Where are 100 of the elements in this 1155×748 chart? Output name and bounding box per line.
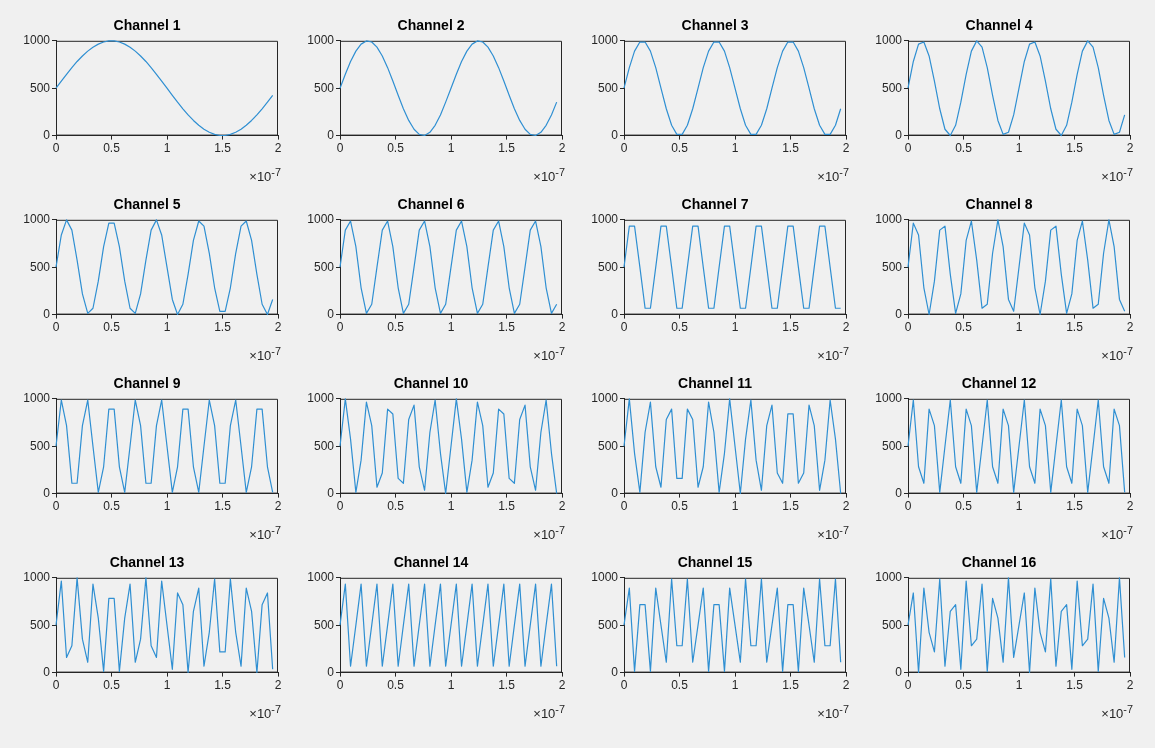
- x-tick-label: 2: [558, 678, 566, 693]
- x-tick-label: 0.5: [103, 320, 121, 335]
- x-tick-label: 1: [731, 678, 739, 693]
- x-axis-title: ×10$^{-7}$: [533, 345, 565, 364]
- chart-title: Channel 13: [109, 554, 185, 571]
- x-tick-label: 2: [274, 499, 282, 514]
- x-tick-label: 2: [274, 678, 282, 693]
- x-tick-label: 0.5: [103, 678, 121, 693]
- x-tick-label: 1: [163, 320, 171, 335]
- y-tick-label: 500: [881, 438, 903, 453]
- chart-title: Channel 14: [393, 554, 469, 571]
- x-axis-title: ×10$^{-7}$: [533, 703, 565, 722]
- chart-title: Channel 11: [678, 375, 753, 392]
- chart-title: Channel 4: [965, 17, 1033, 34]
- x-tick-label: 1.5: [498, 678, 516, 693]
- x-tick-label: 2: [558, 141, 566, 156]
- x-tick-label: 1.5: [782, 320, 800, 335]
- x-tick-label: 0.5: [955, 320, 973, 335]
- y-tick-label: 1000: [875, 570, 903, 585]
- x-tick-label: 1: [1015, 141, 1023, 156]
- x-axis-title: ×10$^{-7}$: [249, 524, 281, 543]
- y-tick-label: 0: [43, 127, 51, 142]
- chart-title: Channel 10: [393, 375, 469, 392]
- x-tick-label: 0.5: [671, 141, 689, 156]
- x-tick-label: 0.5: [671, 678, 689, 693]
- y-tick-label: 1000: [23, 212, 51, 227]
- x-tick-label: 1: [1015, 678, 1023, 693]
- x-axis-title: ×10$^{-7}$: [249, 345, 281, 364]
- x-tick-label: 1: [1015, 499, 1023, 514]
- x-tick-label: 1.5: [214, 678, 232, 693]
- chart-title: Channel 1: [113, 17, 181, 34]
- y-tick-label: 0: [895, 664, 903, 679]
- x-axis-title: ×10$^{-7}$: [1101, 703, 1133, 722]
- x-tick-label: 2: [558, 499, 566, 514]
- x-axis-title: ×10$^{-7}$: [817, 166, 849, 185]
- x-tick-label: 1: [731, 141, 739, 156]
- x-tick-label: 0.5: [387, 320, 405, 335]
- y-tick-label: 0: [43, 306, 51, 321]
- x-tick-label: 2: [1126, 499, 1134, 514]
- y-tick-label: 500: [29, 617, 51, 632]
- x-tick-label: 2: [274, 320, 282, 335]
- y-tick-label: 500: [29, 438, 51, 453]
- y-tick-label: 0: [327, 664, 335, 679]
- chart-title: Channel 6: [397, 196, 465, 213]
- chart-title: Channel 7: [681, 196, 749, 213]
- x-tick-label: 2: [1126, 320, 1134, 335]
- y-tick-label: 500: [881, 617, 903, 632]
- y-tick-label: 0: [611, 485, 619, 500]
- x-tick-label: 0.5: [103, 141, 121, 156]
- chart-title: Channel 12: [961, 375, 1037, 392]
- x-tick-label: 1.5: [1066, 499, 1084, 514]
- y-tick-label: 1000: [875, 212, 903, 227]
- y-tick-label: 0: [611, 306, 619, 321]
- y-tick-label: 1000: [23, 33, 51, 48]
- x-tick-label: 0.5: [671, 499, 689, 514]
- x-tick-label: 0.5: [103, 499, 121, 514]
- x-tick-label: 1: [731, 320, 739, 335]
- x-tick-label: 1.5: [1066, 320, 1084, 335]
- y-tick-label: 500: [597, 80, 619, 95]
- x-tick-label: 1: [163, 141, 171, 156]
- y-tick-label: 500: [597, 438, 619, 453]
- x-axis-title: ×10$^{-7}$: [249, 166, 281, 185]
- y-tick-label: 0: [611, 127, 619, 142]
- y-tick-label: 500: [29, 259, 51, 274]
- x-tick-label: 2: [1126, 141, 1134, 156]
- x-tick-label: 1.5: [782, 678, 800, 693]
- x-tick-label: 0.5: [955, 499, 973, 514]
- x-axis-title: ×10$^{-7}$: [1101, 345, 1133, 364]
- y-tick-label: 1000: [307, 212, 335, 227]
- y-tick-label: 500: [313, 438, 335, 453]
- x-tick-label: 1.5: [214, 499, 232, 514]
- x-axis-title: ×10$^{-7}$: [1101, 166, 1133, 185]
- y-tick-label: 500: [313, 259, 335, 274]
- x-tick-label: 1: [1015, 320, 1023, 335]
- y-tick-label: 500: [881, 259, 903, 274]
- y-tick-label: 0: [327, 485, 335, 500]
- y-tick-label: 1000: [23, 391, 51, 406]
- y-tick-label: 1000: [307, 33, 335, 48]
- x-tick-label: 0.5: [387, 499, 405, 514]
- x-axis-title: ×10$^{-7}$: [533, 166, 565, 185]
- x-tick-label: 1: [447, 678, 455, 693]
- y-tick-label: 500: [313, 617, 335, 632]
- y-tick-label: 0: [43, 485, 51, 500]
- x-tick-label: 2: [842, 141, 850, 156]
- x-tick-label: 0.5: [387, 141, 405, 156]
- x-tick-label: 0.5: [671, 320, 689, 335]
- chart-title: Channel 16: [961, 554, 1037, 571]
- y-tick-label: 0: [895, 306, 903, 321]
- x-tick-label: 0.5: [955, 678, 973, 693]
- y-tick-label: 1000: [307, 570, 335, 585]
- x-tick-label: 1: [731, 499, 739, 514]
- y-tick-label: 1000: [591, 570, 619, 585]
- x-tick-label: 2: [558, 320, 566, 335]
- y-tick-label: 0: [895, 485, 903, 500]
- x-axis-title: ×10$^{-7}$: [817, 703, 849, 722]
- chart-title: Channel 15: [677, 554, 753, 571]
- x-tick-label: 1: [163, 499, 171, 514]
- x-axis-title: ×10$^{-7}$: [1101, 524, 1133, 543]
- chart-title: Channel 2: [397, 17, 465, 34]
- x-tick-label: 1: [447, 320, 455, 335]
